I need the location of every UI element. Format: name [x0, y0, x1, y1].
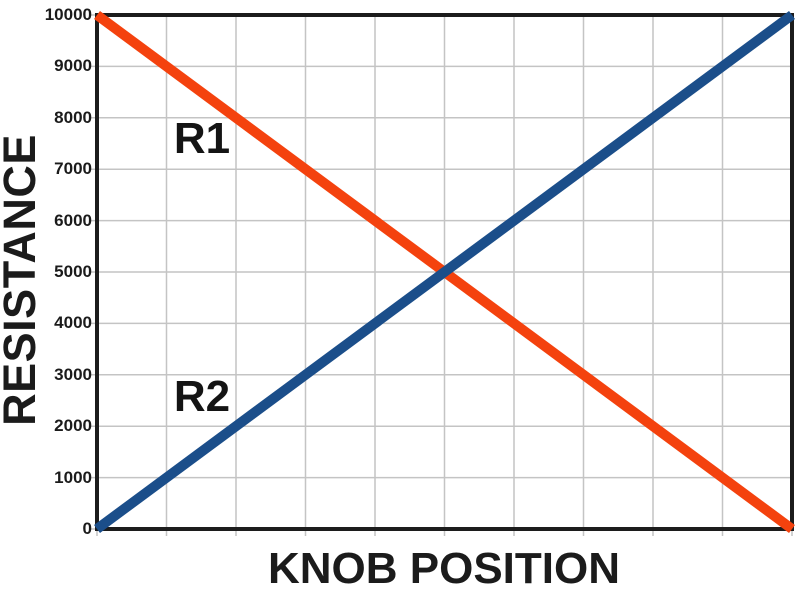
series-label-r2: R2 — [173, 371, 231, 421]
y-tick-label: 2000 — [54, 416, 92, 436]
y-tick-label: 3000 — [54, 364, 92, 384]
y-tick-label: 5000 — [54, 262, 92, 281]
series-label-r1: R1 — [173, 114, 231, 164]
y-tick-label: 4000 — [54, 313, 92, 333]
plot-border — [95, 13, 794, 531]
y-tick-label: 9000 — [54, 56, 92, 76]
y-tick-label: 1000 — [54, 467, 92, 487]
series-line-r2 — [94, 10, 795, 534]
y-tick-label: 7000 — [54, 159, 92, 179]
y-tick-label: 10000 — [44, 5, 92, 24]
y-tick-label: 8000 — [54, 107, 92, 127]
y-tick-label: 0 — [82, 519, 92, 538]
x-axis-label: KNOB POSITION — [267, 544, 621, 593]
y-tick-label: 6000 — [54, 210, 92, 230]
